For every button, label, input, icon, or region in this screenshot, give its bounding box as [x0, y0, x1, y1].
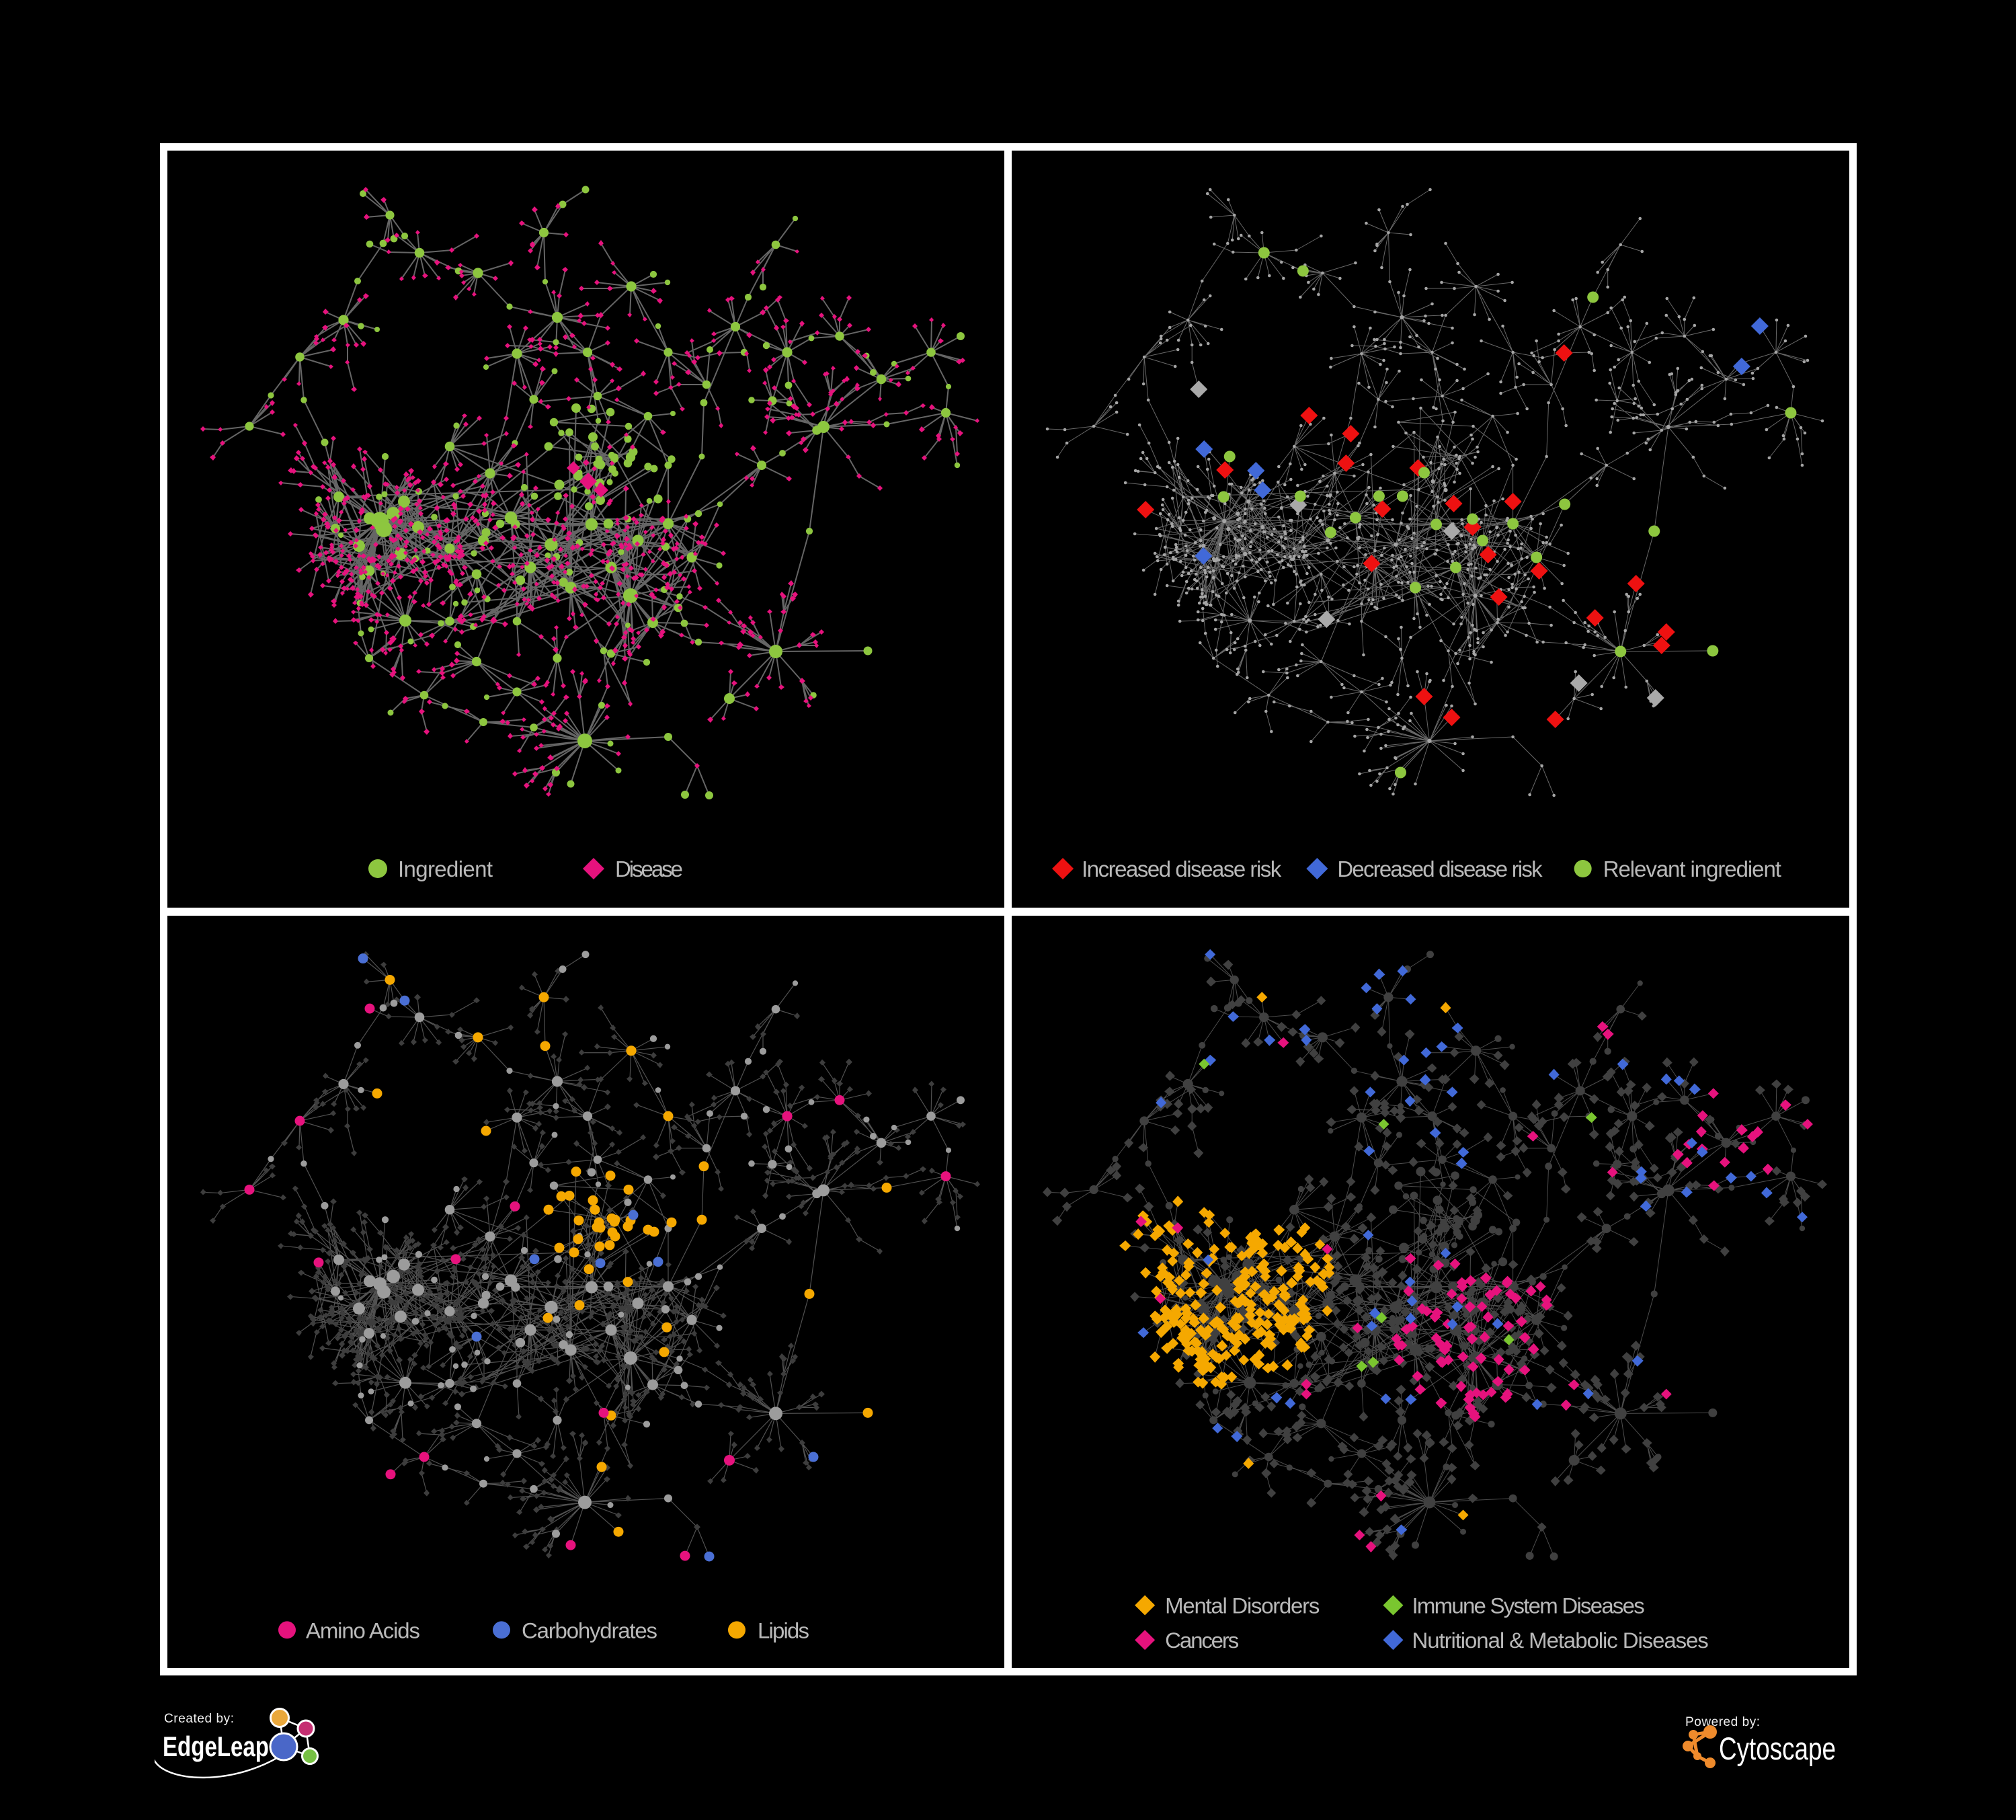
svg-text:Immune System Diseases: Immune System Diseases	[1412, 1593, 1644, 1618]
svg-text:Mental Disorders: Mental Disorders	[1165, 1593, 1320, 1618]
svg-text:Carbohydrates: Carbohydrates	[522, 1618, 657, 1643]
svg-text:Increased disease risk: Increased disease risk	[1082, 857, 1282, 881]
svg-text:Cancers: Cancers	[1165, 1628, 1239, 1653]
svg-text:EdgeLeap: EdgeLeap	[163, 1731, 269, 1762]
svg-text:Relevant ingredient: Relevant ingredient	[1603, 857, 1781, 881]
svg-text:Cytoscape: Cytoscape	[1719, 1731, 1836, 1766]
svg-text:Powered by:: Powered by:	[1685, 1715, 1760, 1729]
svg-text:Ingredient: Ingredient	[398, 857, 493, 881]
svg-text:Lipids: Lipids	[758, 1618, 809, 1643]
svg-text:Disease: Disease	[615, 857, 683, 881]
svg-text:Amino Acids: Amino Acids	[306, 1618, 420, 1643]
svg-text:Created by:: Created by:	[164, 1712, 234, 1726]
svg-text:Nutritional & Metabolic Diseas: Nutritional & Metabolic Diseases	[1412, 1628, 1708, 1653]
svg-text:Decreased disease risk: Decreased disease risk	[1337, 857, 1543, 881]
